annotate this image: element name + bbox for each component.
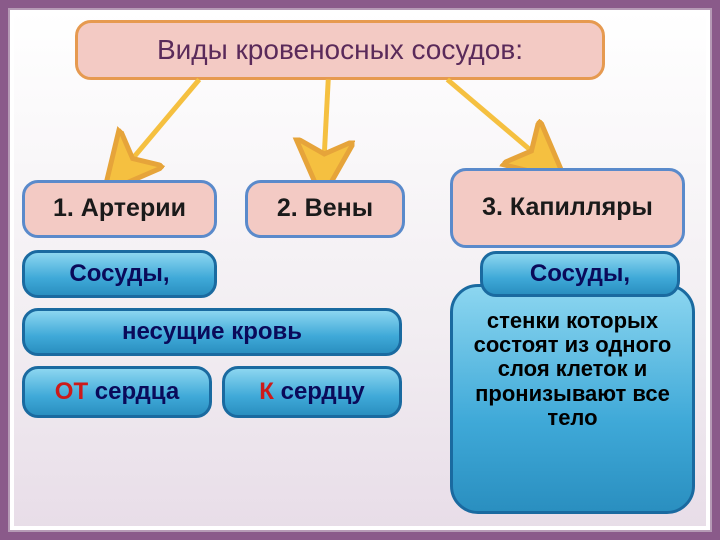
from-rest: сердца — [88, 378, 179, 405]
from-heart: ОТ сердца — [22, 366, 212, 418]
left-vessels: Сосуды, — [22, 250, 217, 298]
arrow-1 — [120, 79, 199, 173]
title-text: Виды кровеносных сосудов: — [157, 35, 523, 66]
category-1: 1. Артерии — [22, 180, 217, 238]
category-1-label: 1. Артерии — [53, 195, 186, 223]
capillary-desc-text: стенки которых состоят из одного слоя кл… — [463, 309, 682, 430]
right-vessels: Сосуды, — [480, 251, 680, 297]
capillary-desc-box: стенки которых состоят из одного слоя кл… — [450, 284, 695, 514]
to-heart: К сердцу — [222, 366, 402, 418]
category-3-label: 3. Капилляры — [482, 194, 653, 222]
left-vessels-text: Сосуды, — [69, 261, 169, 287]
slide-stage: Виды кровеносных сосудов: 1. Артерии 2. … — [0, 0, 720, 540]
carrying-blood: несущие кровь — [22, 308, 402, 356]
category-2: 2. Вены — [245, 180, 405, 238]
to-heart-text: К сердцу — [259, 379, 364, 405]
arrow-3 — [447, 79, 546, 163]
title-box: Виды кровеносных сосудов: — [75, 20, 605, 80]
carrying-blood-text: несущие кровь — [122, 319, 302, 345]
slide-frame: Виды кровеносных сосудов: 1. Артерии 2. … — [8, 8, 712, 532]
arrow-2 — [323, 79, 328, 173]
category-3: 3. Капилляры — [450, 168, 685, 248]
from-heart-text: ОТ сердца — [55, 379, 179, 405]
right-vessels-text: Сосуды, — [530, 261, 630, 287]
category-2-label: 2. Вены — [277, 195, 373, 223]
to-rest: сердцу — [274, 378, 365, 405]
from-prefix: ОТ — [55, 378, 88, 405]
to-prefix: К — [259, 378, 274, 405]
